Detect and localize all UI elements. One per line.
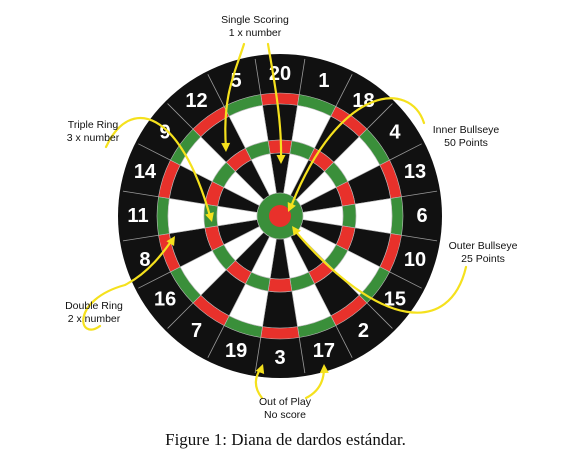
out-of-play-label: Out of Play No score: [235, 396, 335, 422]
triple-ring-arrowhead: [205, 212, 214, 222]
wire-line: [254, 337, 262, 374]
double-segment-11: [156, 196, 170, 236]
sector-number-12: 12: [185, 90, 207, 112]
triple-ring-label: Triple Ring 3 x number: [53, 119, 133, 145]
wire-line: [207, 325, 225, 358]
figure-caption: Figure 1: Diana de dardos estándar.: [165, 430, 406, 449]
double-ring-title: Double Ring: [65, 300, 123, 312]
sector-number-9: 9: [160, 122, 171, 144]
sector-number-18: 18: [352, 90, 374, 112]
sector-number-19: 19: [225, 340, 247, 362]
wire-line: [298, 337, 306, 374]
double-ring-value: 2 x number: [67, 313, 121, 325]
triple-ring-value: 3 x number: [66, 132, 120, 144]
sector-number-15: 15: [384, 288, 406, 310]
sector-number-4: 4: [389, 122, 401, 144]
inner-bullseye-label: Inner Bullseye 50 Points: [416, 124, 516, 150]
single-scoring-title: Single Scoring: [221, 14, 289, 26]
out-of-play-arrowhead-right: [319, 364, 329, 374]
single-scoring-arrow-left: [224, 42, 246, 150]
double-segment-3: [260, 326, 300, 340]
triple-segment-6: [341, 203, 357, 229]
outer-bullseye-value: 25 Points: [461, 253, 505, 265]
double-ring-arrowhead: [166, 236, 175, 247]
inner-bullseye-arrowhead: [287, 201, 296, 212]
out-of-play-arrowhead-left: [255, 364, 265, 374]
wire-line: [335, 74, 353, 107]
sector-number-5: 5: [231, 70, 242, 92]
sector-number-1: 1: [318, 70, 329, 92]
wire-line: [207, 74, 225, 107]
sector-number-3: 3: [274, 347, 285, 369]
out-of-play-value: No score: [263, 409, 306, 421]
single-scoring-value: 1 x number: [228, 27, 282, 39]
sector-number-16: 16: [154, 288, 176, 310]
single-scoring-arrowhead-right: [276, 155, 286, 164]
triple-segment-3: [267, 277, 293, 293]
wire-line: [335, 325, 353, 358]
sector-number-10: 10: [404, 249, 426, 271]
wire-line: [366, 302, 393, 329]
wire-line: [138, 143, 171, 161]
wire-line: [389, 143, 422, 161]
wire-line: [401, 234, 438, 242]
wire-line: [167, 302, 194, 329]
sector-number-6: 6: [416, 205, 427, 227]
outer-bullseye-arrow: [294, 230, 468, 314]
sector-number-13: 13: [404, 161, 426, 183]
outer-single-segment-11: [167, 198, 206, 234]
wire-line: [389, 271, 422, 289]
sector-number-14: 14: [134, 161, 157, 183]
wire-line: [254, 58, 262, 95]
outer-single-segment-3: [262, 290, 298, 329]
triple-ring-title: Triple Ring: [67, 119, 119, 131]
wire-line: [138, 271, 171, 289]
triple-ring-arrow: [104, 117, 212, 218]
inner-bullseye-arrow: [290, 97, 426, 206]
sector-number-7: 7: [191, 320, 202, 342]
sector-number-17: 17: [313, 340, 335, 362]
outer-bullseye-arrowhead: [292, 226, 301, 236]
wire-line: [298, 58, 306, 95]
outer-bullseye-title: Outer Bullseye: [448, 240, 518, 252]
double-segment-20: [260, 92, 300, 106]
wire-line: [122, 234, 159, 242]
sector-number-2: 2: [358, 320, 369, 342]
wire-line: [366, 103, 393, 130]
double-segment-6: [390, 196, 404, 236]
wire-line: [167, 103, 194, 130]
single-scoring-label: Single Scoring 1 x number: [205, 14, 305, 40]
inner-bullseye-value: 50 Points: [444, 137, 488, 149]
double-ring-label: Double Ring 2 x number: [54, 300, 134, 326]
wire-line: [122, 190, 159, 198]
single-scoring-arrowhead-left: [221, 142, 231, 152]
wire-line: [401, 190, 438, 198]
annotation-arrows: [82, 42, 468, 400]
single-scoring-arrow-right: [266, 42, 283, 162]
double-ring-arrow: [82, 238, 174, 331]
outer-single-segment-6: [354, 198, 393, 234]
inner-bullseye-title: Inner Bullseye: [432, 124, 500, 136]
sector-number-8: 8: [139, 249, 150, 271]
outer-bullseye-label: Outer Bullseye 25 Points: [433, 240, 533, 266]
sector-number-11: 11: [127, 205, 148, 227]
out-of-play-title: Out of Play: [259, 396, 311, 408]
inner-bullseye: [269, 205, 291, 227]
